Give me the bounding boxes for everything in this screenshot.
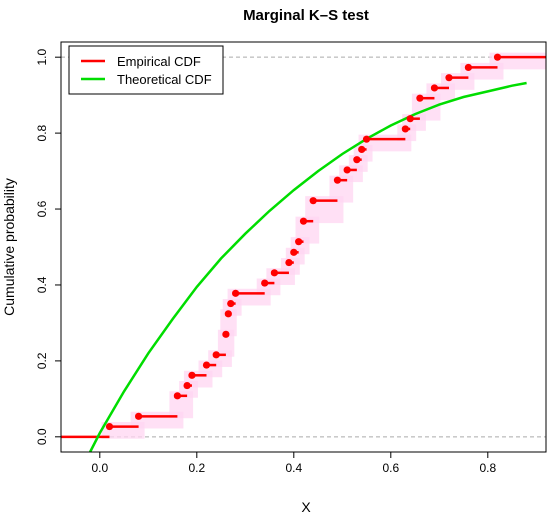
x-tick-label-2: 0.4 <box>285 461 302 475</box>
ecdf-point-1 <box>135 412 143 420</box>
theoretical-cdf-line <box>88 81 527 453</box>
ecdf-point-13 <box>285 258 293 267</box>
ecdf-point-0 <box>105 422 114 431</box>
ecdf-point-2 <box>173 392 181 400</box>
ecdf-point-7 <box>222 330 230 338</box>
y-tick-label-4: 0.8 <box>35 124 49 141</box>
ecdf-point-10 <box>232 289 240 297</box>
y-tick-label-2: 0.4 <box>35 276 49 293</box>
legend-label-empirical: Empirical CDF <box>117 54 201 69</box>
legend-box <box>68 45 224 95</box>
ecdf-point-16 <box>299 217 308 225</box>
ecdf-point-23 <box>401 125 409 133</box>
plot-frame <box>60 41 547 453</box>
ecdf-point-26 <box>430 84 439 92</box>
ecdf-point-6 <box>212 351 220 359</box>
y-tick-label-5: 1.0 <box>35 49 49 66</box>
ecdf-point-20 <box>353 156 361 164</box>
y-axis-label: Cumulative probability <box>1 178 17 316</box>
axes: 0.0 0.2 0.4 0.6 0.8 0.0 0.2 0.4 0.6 0.8 1.0 <box>35 49 496 475</box>
x-tick-label-3: 0.6 <box>382 461 399 475</box>
ecdf-band-7 <box>217 329 235 357</box>
ecdf-point-15 <box>295 238 303 246</box>
x-tick-label-1: 0.2 <box>188 461 205 475</box>
ecdf-point-18 <box>333 176 342 184</box>
y-tick-label-3: 0.6 <box>35 200 49 217</box>
ecdf-point-8 <box>224 310 232 318</box>
y-tick-label-0: 0.0 <box>35 428 49 445</box>
ecdf-point-25 <box>416 94 424 102</box>
ecdf-point-9 <box>227 299 235 308</box>
ecdf-point-29 <box>493 53 502 61</box>
plot-area <box>61 52 546 453</box>
ecdf-point-11 <box>261 279 269 287</box>
ecdf-point-19 <box>343 166 351 174</box>
ecdf-point-24 <box>406 115 414 123</box>
x-tick-label-4: 0.8 <box>479 461 496 475</box>
x-tick-label-0: 0.0 <box>91 461 108 475</box>
legend-label-theoretical: Theoretical CDF <box>117 72 212 87</box>
legend: Empirical CDF Theoretical CDF <box>68 45 224 95</box>
ecdf-point-4 <box>188 371 196 379</box>
y-tick-label-1: 0.2 <box>35 352 49 369</box>
ecdf-point-22 <box>362 135 371 143</box>
ecdf-point-3 <box>183 381 191 390</box>
ecdf-point-5 <box>202 361 211 369</box>
ecdf-point-21 <box>358 145 366 154</box>
x-axis-label: X <box>301 499 311 515</box>
ecdf-point-17 <box>309 197 317 205</box>
ecdf-point-27 <box>445 74 453 82</box>
ecdf-point-28 <box>464 63 472 72</box>
chart-title: Marginal K–S test <box>243 7 369 24</box>
ecdf-point-12 <box>270 269 278 277</box>
ecdf-point-14 <box>290 248 298 256</box>
ecdf-band-8 <box>220 309 237 337</box>
